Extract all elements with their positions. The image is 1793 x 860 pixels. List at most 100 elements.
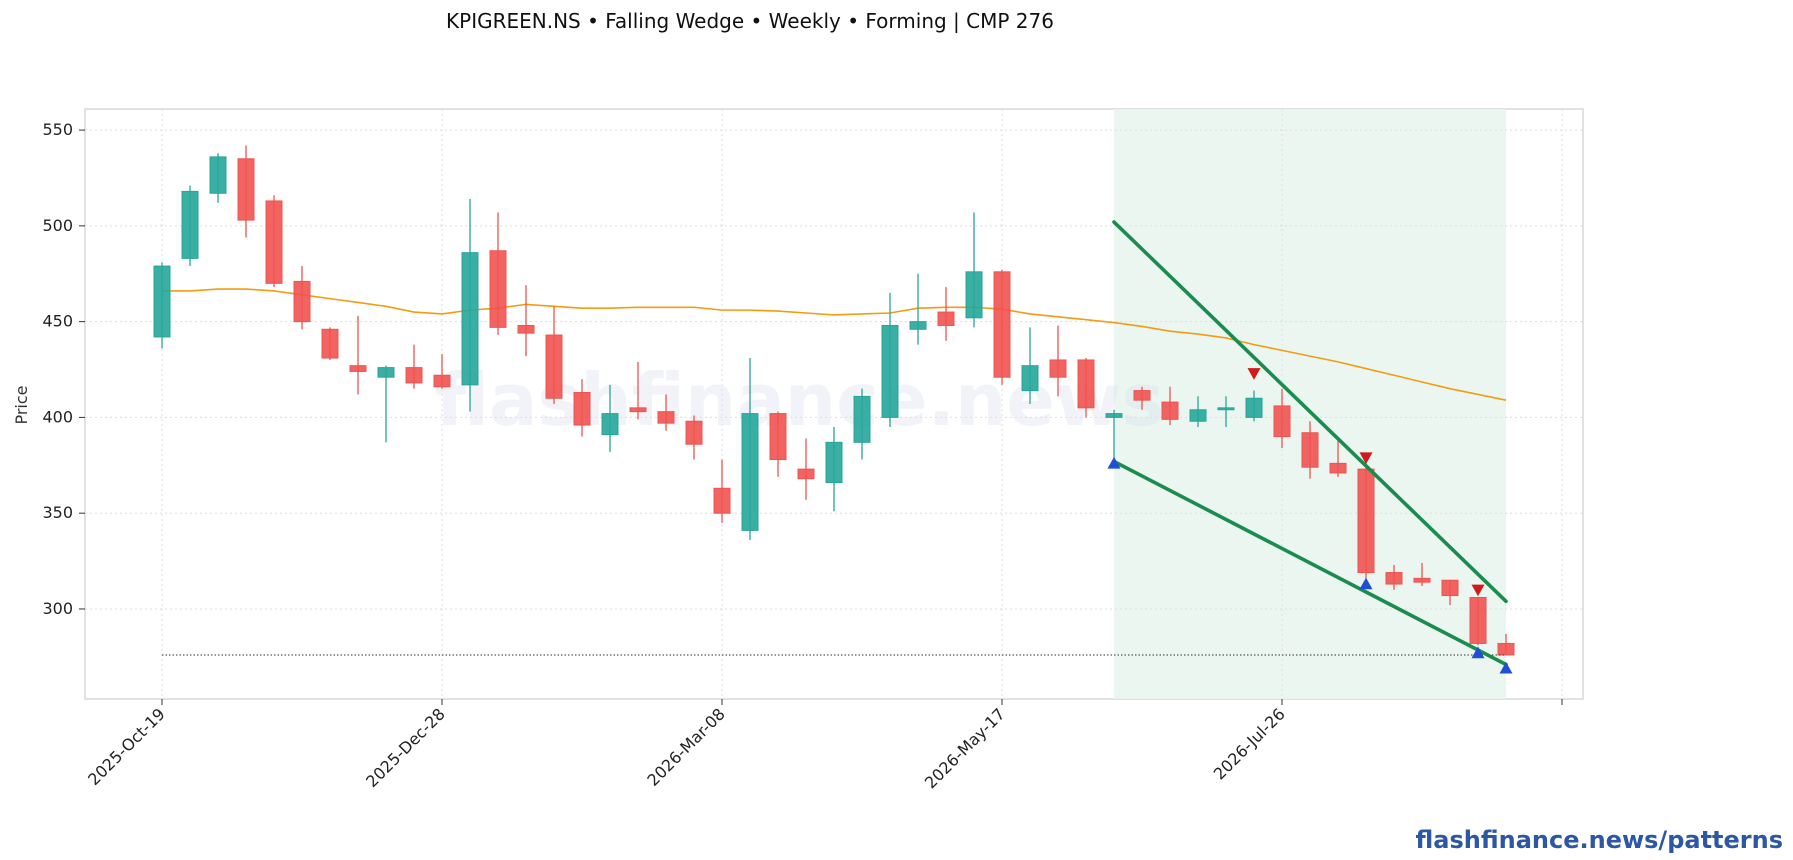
candle bbox=[1329, 440, 1347, 477]
candle-body bbox=[573, 392, 591, 426]
candle bbox=[1049, 325, 1067, 397]
candle-body bbox=[909, 321, 927, 330]
candle-body bbox=[937, 311, 955, 326]
markers bbox=[1107, 368, 1513, 674]
pattern-zone-rect bbox=[1114, 109, 1506, 699]
candle bbox=[657, 394, 675, 431]
candle bbox=[377, 365, 395, 443]
candle bbox=[853, 388, 871, 460]
marker-down bbox=[1359, 452, 1373, 465]
candle bbox=[1413, 562, 1431, 586]
candle-body bbox=[237, 158, 255, 221]
candle-body bbox=[489, 250, 507, 328]
candle bbox=[937, 287, 955, 341]
candle bbox=[741, 358, 759, 541]
x-tick-label: 2025-Oct-19 bbox=[84, 704, 169, 789]
candle-body bbox=[1357, 468, 1375, 574]
candle-body bbox=[405, 367, 423, 384]
candle-body bbox=[881, 324, 899, 418]
candle-body bbox=[1413, 577, 1431, 583]
candle-body bbox=[293, 280, 311, 323]
candle-body bbox=[825, 441, 843, 484]
candle bbox=[1189, 396, 1207, 427]
moving-average-line bbox=[162, 288, 1507, 401]
candle bbox=[573, 379, 591, 437]
candle bbox=[1161, 386, 1179, 426]
candle bbox=[1273, 388, 1291, 449]
candle-body bbox=[657, 411, 675, 424]
candle bbox=[769, 411, 787, 477]
candle-body bbox=[1497, 642, 1515, 656]
candle bbox=[1245, 390, 1263, 422]
candle-body bbox=[1469, 596, 1487, 644]
candle bbox=[1021, 327, 1039, 404]
candle-body bbox=[1105, 413, 1123, 418]
candle-body bbox=[629, 407, 647, 413]
candle bbox=[601, 384, 619, 452]
candle bbox=[321, 327, 339, 360]
candle-body bbox=[181, 190, 199, 259]
candle-body bbox=[1273, 405, 1291, 438]
candle-body bbox=[1301, 432, 1319, 468]
candle bbox=[461, 199, 479, 412]
candle-body bbox=[517, 324, 535, 334]
candle-body bbox=[1441, 579, 1459, 597]
candle-body bbox=[209, 156, 227, 194]
moving-average bbox=[162, 288, 1507, 401]
brand-link[interactable]: flashfinance.news/patterns bbox=[1415, 826, 1783, 854]
candle bbox=[825, 426, 843, 512]
candle bbox=[629, 361, 647, 420]
candle-body bbox=[1021, 365, 1039, 392]
x-tick-label: 2026-May-17 bbox=[921, 704, 1009, 792]
candle bbox=[1385, 564, 1403, 590]
candle-body bbox=[377, 367, 395, 378]
candle-body bbox=[685, 420, 703, 445]
candle bbox=[909, 273, 927, 345]
candle bbox=[797, 438, 815, 500]
candle bbox=[881, 292, 899, 427]
candle-body bbox=[1077, 359, 1095, 409]
candle bbox=[545, 306, 563, 404]
candle bbox=[685, 415, 703, 460]
candle-body bbox=[545, 334, 563, 399]
candle bbox=[349, 315, 367, 395]
candle bbox=[1497, 633, 1515, 656]
candle bbox=[489, 212, 507, 336]
candle-body bbox=[461, 252, 479, 386]
candle bbox=[153, 262, 171, 349]
candle-body bbox=[265, 200, 283, 284]
candle-body bbox=[965, 271, 983, 319]
candle bbox=[265, 195, 283, 288]
candle-body bbox=[1189, 409, 1207, 422]
candle bbox=[993, 269, 1011, 385]
chart-title: KPIGREEN.NS • Falling Wedge • Weekly • F… bbox=[446, 9, 1054, 33]
y-tick-label: 450 bbox=[42, 312, 73, 331]
marker-down bbox=[1471, 584, 1485, 597]
marker-up bbox=[1359, 577, 1373, 590]
trendline bbox=[1112, 220, 1508, 604]
y-tick-label: 350 bbox=[42, 503, 73, 522]
candle bbox=[713, 459, 731, 523]
candle-body bbox=[741, 413, 759, 531]
candle-body bbox=[769, 413, 787, 461]
candle-body bbox=[601, 413, 619, 436]
candle bbox=[293, 266, 311, 330]
candle bbox=[1441, 579, 1459, 606]
y-axis-label: Price bbox=[12, 385, 31, 424]
candle-body bbox=[1329, 462, 1347, 474]
marker-up bbox=[1471, 646, 1485, 659]
y-tick-label: 400 bbox=[42, 407, 73, 426]
candle-body bbox=[349, 365, 367, 372]
marker-up bbox=[1107, 456, 1121, 469]
candle bbox=[517, 285, 535, 357]
candle-body bbox=[1245, 397, 1263, 418]
candle-body bbox=[321, 328, 339, 359]
x-tick-label: 2026-Jul-26 bbox=[1210, 704, 1289, 783]
candle bbox=[181, 185, 199, 267]
y-tick-label: 550 bbox=[42, 120, 73, 139]
y-tick-label: 500 bbox=[42, 216, 73, 235]
y-tick-label: 300 bbox=[42, 599, 73, 618]
candle bbox=[433, 354, 451, 389]
candle-body bbox=[1385, 572, 1403, 585]
